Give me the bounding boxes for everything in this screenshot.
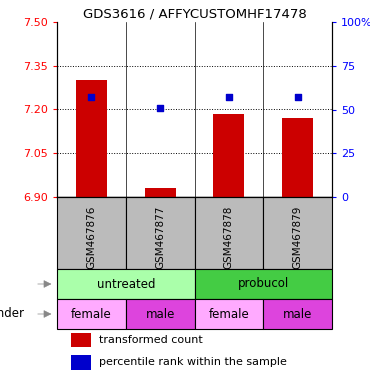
- Text: GSM467878: GSM467878: [224, 206, 234, 269]
- Bar: [195, 269, 332, 299]
- Title: GDS3616 / AFFYCUSTOMHF17478: GDS3616 / AFFYCUSTOMHF17478: [83, 8, 306, 21]
- Bar: [263, 299, 332, 329]
- Bar: [145, 188, 176, 197]
- Bar: [57, 197, 126, 269]
- Point: [88, 94, 94, 100]
- Bar: [57, 269, 195, 299]
- Bar: [71, 355, 91, 369]
- Text: male: male: [283, 308, 312, 321]
- Text: untreated: untreated: [97, 278, 155, 291]
- Bar: [126, 197, 195, 269]
- Text: GSM467877: GSM467877: [155, 206, 165, 269]
- Text: female: female: [71, 308, 112, 321]
- Bar: [126, 299, 195, 329]
- Bar: [71, 333, 91, 347]
- Text: male: male: [145, 308, 175, 321]
- Point: [157, 105, 163, 111]
- Bar: [195, 197, 263, 269]
- Text: gender: gender: [0, 308, 24, 321]
- Bar: [213, 114, 244, 197]
- Bar: [282, 118, 313, 197]
- Point: [226, 94, 232, 100]
- Text: probucol: probucol: [238, 278, 289, 291]
- Text: transformed count: transformed count: [99, 335, 203, 345]
- Bar: [57, 299, 126, 329]
- Text: GSM467879: GSM467879: [293, 206, 303, 269]
- Text: GSM467876: GSM467876: [86, 206, 96, 269]
- Bar: [76, 80, 107, 197]
- Text: female: female: [209, 308, 249, 321]
- Point: [295, 94, 300, 100]
- Bar: [195, 299, 263, 329]
- Text: percentile rank within the sample: percentile rank within the sample: [99, 357, 287, 367]
- Bar: [263, 197, 332, 269]
